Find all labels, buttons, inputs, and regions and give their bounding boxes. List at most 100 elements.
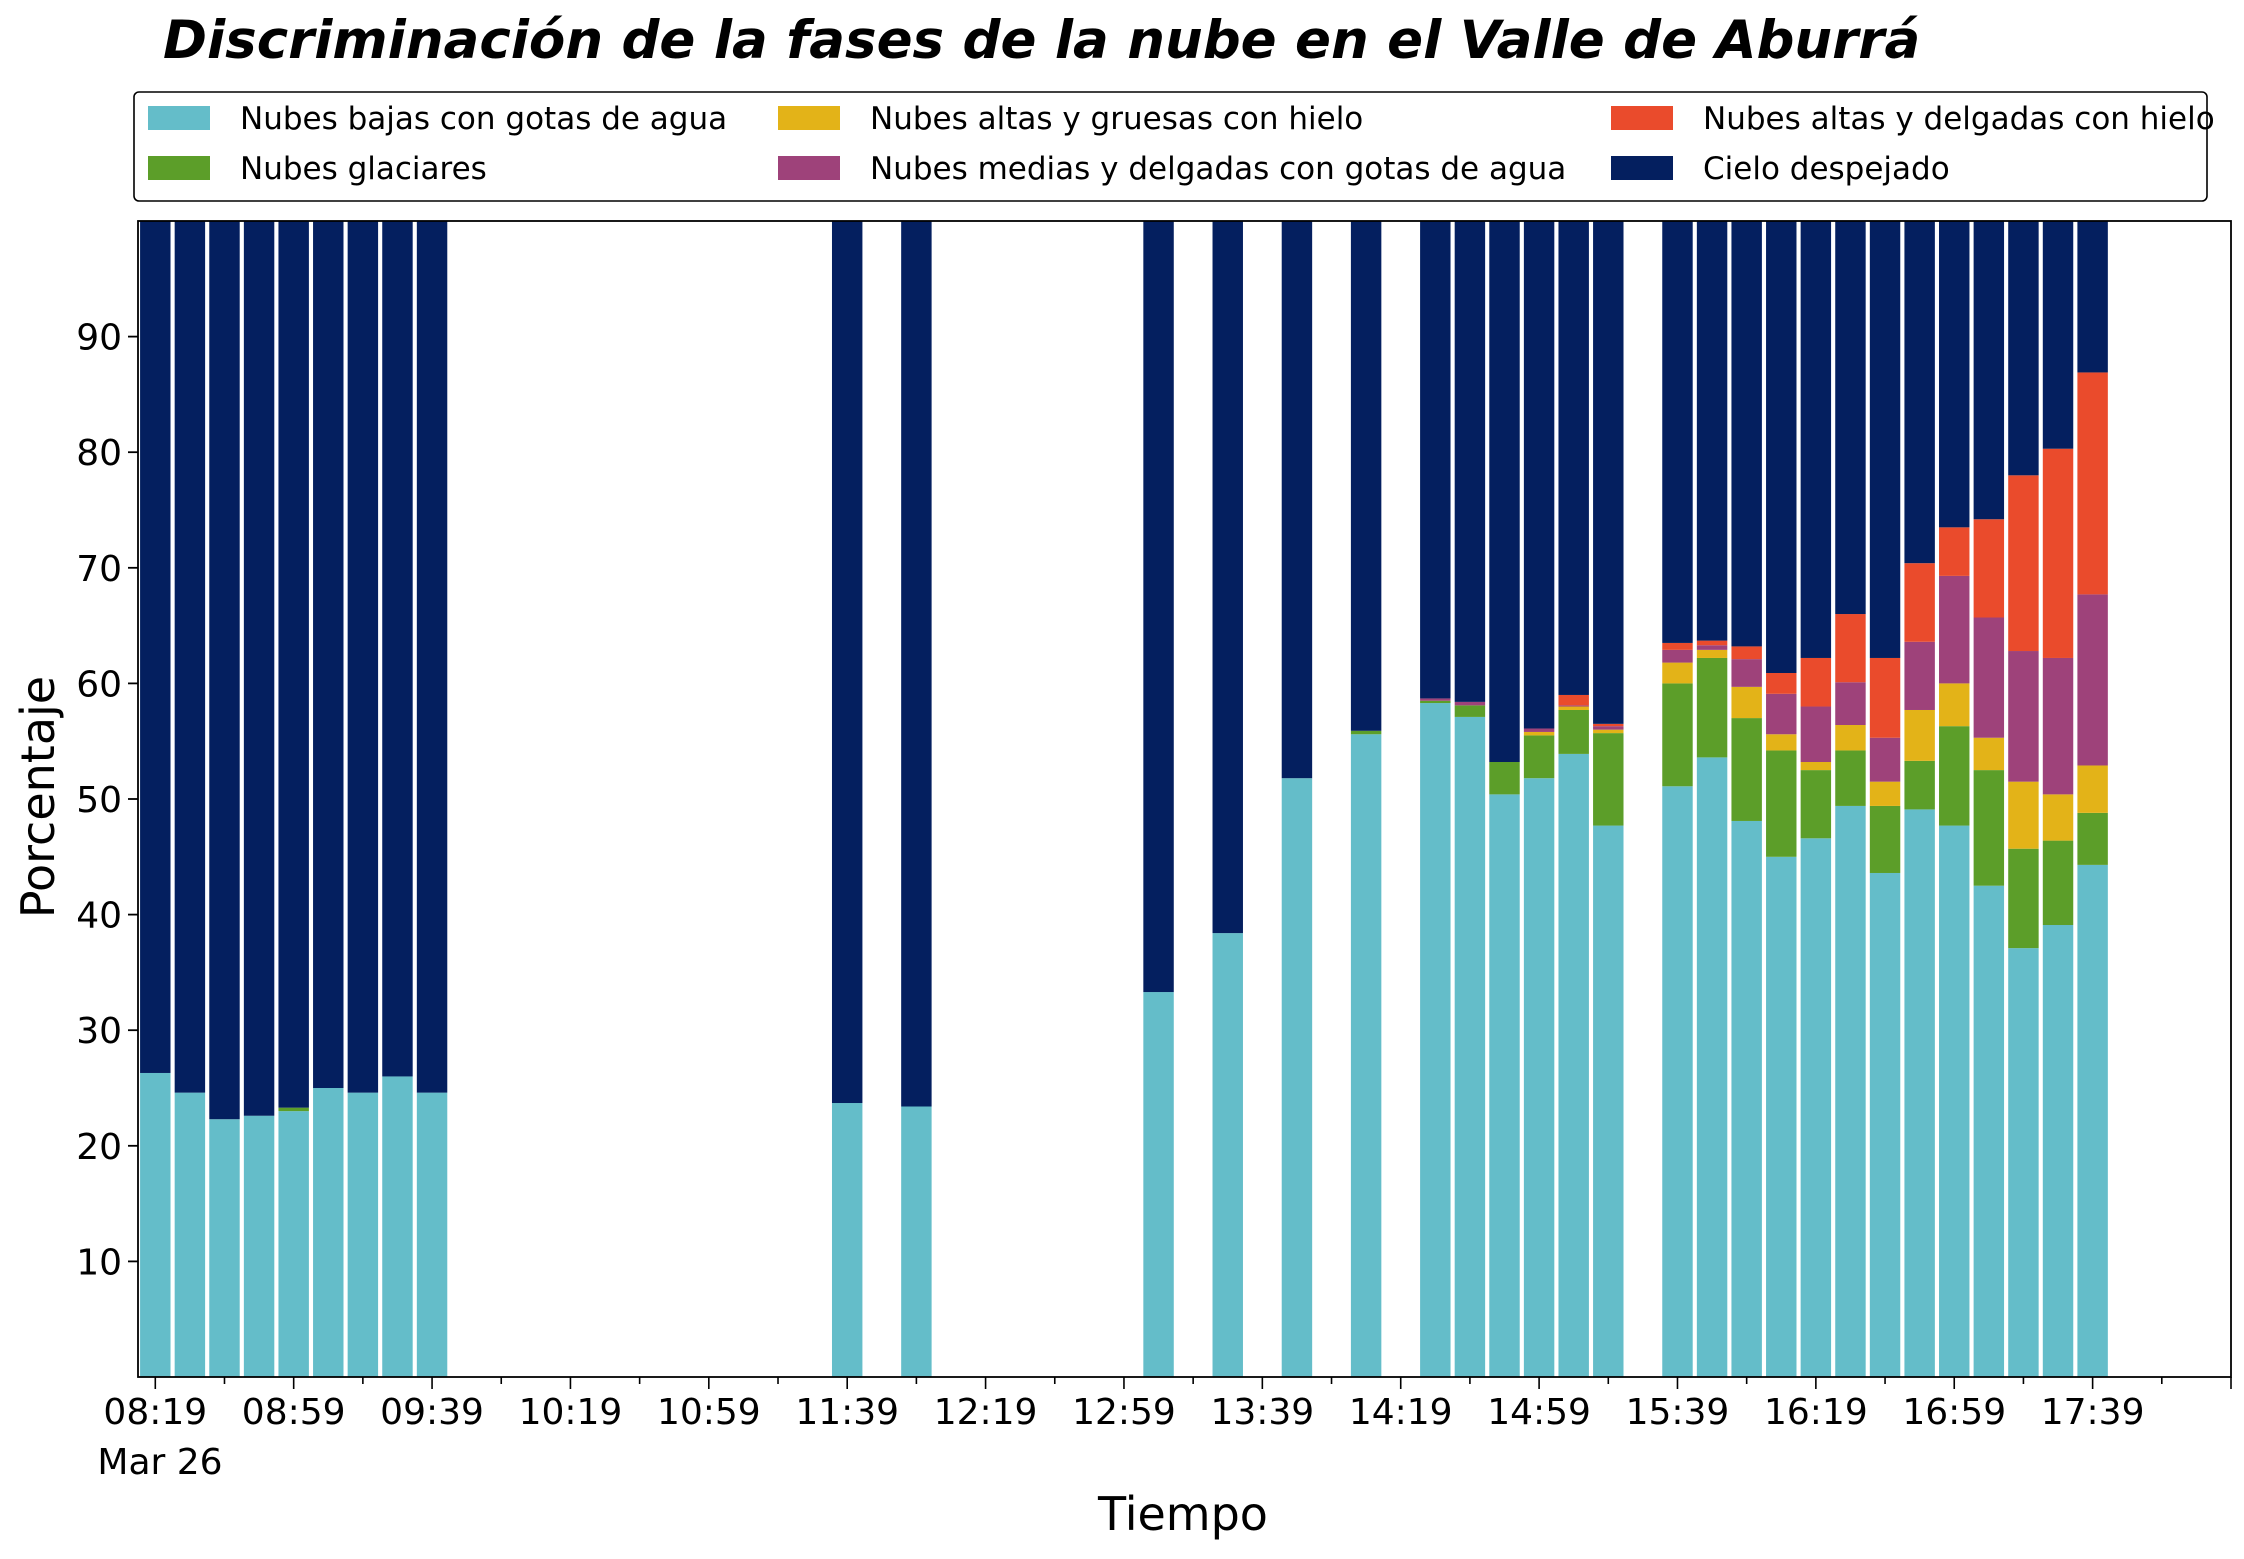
bar-segment — [1766, 734, 1797, 751]
bar-segment — [1869, 872, 1901, 1377]
bar-segment — [1350, 730, 1382, 735]
bar-segment — [1766, 672, 1797, 694]
y-tick-label: 60 — [76, 664, 122, 705]
bar-segment — [1800, 657, 1832, 707]
bar-segment — [1593, 733, 1624, 826]
bar-segment — [243, 1115, 275, 1377]
bar-segment — [1454, 221, 1486, 702]
bar-segment — [1662, 683, 1693, 787]
bar-segment — [1523, 221, 1555, 729]
bar-segment — [1696, 645, 1728, 650]
bar-segment — [2008, 848, 2039, 949]
bar-segment — [1489, 762, 1520, 795]
bar-segment — [1662, 786, 1693, 1377]
bar-segment — [1593, 221, 1624, 724]
bar-segment — [1662, 662, 1693, 684]
bar-segment — [1835, 750, 1866, 806]
legend-frame — [133, 91, 2208, 202]
bar-segment — [2077, 812, 2108, 865]
bar-segment — [1973, 617, 2005, 738]
x-tick-label: 16:19 — [1764, 1392, 1868, 1433]
legend-label: Nubes glaciares — [240, 151, 487, 187]
bar-segment — [1662, 221, 1693, 643]
bar-segment — [901, 1106, 932, 1377]
bar-segment — [1835, 682, 1866, 726]
bar-segment — [1696, 657, 1728, 758]
bar-segment — [2042, 794, 2074, 841]
y-tick-label: 80 — [76, 433, 122, 474]
bar-segment — [831, 1103, 863, 1377]
bar-segment — [1593, 729, 1624, 734]
bar-segment — [1939, 726, 1970, 826]
bar-segment — [174, 221, 206, 1093]
legend-label: Nubes altas y delgadas con hielo — [1703, 101, 2215, 137]
bar-segment — [1904, 760, 1935, 810]
bar-segment — [1731, 646, 1762, 660]
bar-segment — [1766, 750, 1797, 857]
bar-segment — [1904, 809, 1935, 1377]
x-tick-label: 08:59 — [242, 1392, 346, 1433]
bar-segment — [1696, 757, 1728, 1377]
bar-segment — [1420, 698, 1451, 701]
bar-segment — [1731, 686, 1762, 719]
bar-segment — [1558, 694, 1589, 706]
bar-segment — [278, 221, 309, 1108]
x-tick-label: 15:39 — [1626, 1392, 1730, 1433]
bar-segment — [1766, 856, 1797, 1377]
bar-segment — [1558, 705, 1589, 707]
bar-segment — [1973, 519, 2005, 618]
y-tick-label: 30 — [76, 1011, 122, 1052]
y-tick-label: 90 — [76, 318, 122, 359]
bar-segment — [278, 1107, 309, 1112]
x-tick-label: 14:19 — [1349, 1392, 1453, 1433]
bar-segment — [2042, 840, 2074, 926]
bar-segment — [1143, 992, 1174, 1377]
bar-segment — [1904, 563, 1935, 642]
bar-segment — [2077, 864, 2108, 1377]
bar-segment — [1662, 642, 1693, 650]
bar-segment — [382, 221, 413, 1077]
y-tick-label: 40 — [76, 896, 122, 937]
bar-segment — [1731, 659, 1762, 687]
bar-segment — [347, 1092, 379, 1377]
bar-segment — [1869, 805, 1901, 873]
bar-segment — [347, 221, 379, 1093]
bar-segment — [1212, 933, 1243, 1377]
bar-segment — [1973, 221, 2005, 520]
y-tick-label: 50 — [76, 780, 122, 821]
bar-segment — [1454, 705, 1486, 717]
bar-segment — [1731, 820, 1762, 1377]
bar-segment — [1939, 221, 1970, 528]
x-date-label: Mar 26 — [97, 1442, 222, 1483]
bar-segment — [2008, 221, 2039, 476]
bar-segment — [1939, 825, 1970, 1377]
x-tick-label: 08:19 — [103, 1392, 207, 1433]
bar-segment — [1869, 221, 1901, 658]
y-tick-label: 70 — [76, 549, 122, 590]
bar-segment — [1973, 770, 2005, 886]
x-tick-label: 10:59 — [657, 1392, 761, 1433]
bar-segment — [1939, 527, 1970, 576]
bar-segment — [1593, 723, 1624, 727]
y-axis: 10 20 30 40 50 60 70 80 90 — [76, 318, 138, 1283]
bar-segment — [313, 1088, 344, 1377]
bar-segment — [1973, 885, 2005, 1377]
legend-label: Cielo despejado — [1703, 151, 1950, 187]
bar-segment — [416, 1092, 448, 1377]
x-tick-label: 14:59 — [1487, 1392, 1591, 1433]
bar-segment — [1939, 683, 1970, 727]
bar-segment — [2077, 221, 2108, 373]
bar-segment — [382, 1076, 413, 1377]
bar-segment — [1454, 701, 1486, 706]
bar-segment — [1835, 725, 1866, 751]
bar-segment — [1143, 221, 1174, 993]
bar-segment — [1766, 693, 1797, 735]
bar-segment — [1523, 728, 1555, 732]
plot-area: 10 20 30 40 50 60 70 80 90 08:19 08:59 09:39 10:19 1… — [76, 220, 2232, 1433]
legend-label: Nubes altas y gruesas con hielo — [870, 101, 1363, 137]
bar-segment — [1593, 825, 1624, 1377]
x-tick-label: 12:19 — [934, 1392, 1038, 1433]
bar-segment — [1696, 221, 1728, 641]
bar-segment — [1869, 781, 1901, 806]
